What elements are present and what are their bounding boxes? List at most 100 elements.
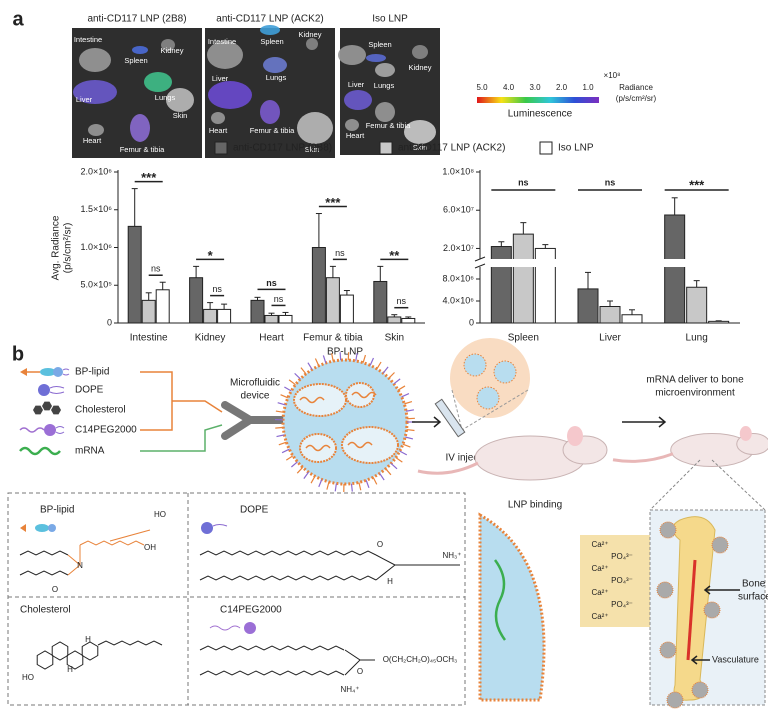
mrna [305, 444, 331, 452]
organ [344, 90, 372, 110]
lnp-small [656, 581, 674, 599]
organ [263, 57, 287, 73]
lnp-tail [399, 450, 408, 456]
image-title: anti-CD117 LNP (2B8) [87, 14, 186, 25]
ring [36, 650, 54, 670]
atom: HO [22, 673, 34, 682]
organ-label: Heart [346, 131, 365, 140]
zoom-line [649, 459, 766, 511]
bar [621, 314, 643, 324]
lnp-tail [280, 394, 289, 399]
atom: O [357, 667, 363, 676]
ring [51, 641, 69, 661]
icon [42, 401, 52, 411]
lnp-tail [307, 362, 313, 370]
arrow [412, 416, 442, 428]
ion: Ca²⁺ [591, 564, 608, 573]
organ [345, 119, 359, 131]
lnp-tail [284, 386, 292, 392]
mrna [299, 396, 325, 404]
lnp-tail [376, 361, 382, 370]
bar [577, 288, 599, 324]
lnp-tail [350, 483, 353, 492]
atom: NH₄⁺ [340, 685, 359, 694]
device-label: device [241, 391, 270, 402]
significance: ns [151, 264, 161, 274]
colorbar-unit: Radiance [619, 83, 653, 92]
lnp-tail [339, 352, 342, 361]
lnp-small [659, 641, 677, 659]
lnp-tail [310, 475, 316, 484]
lnp-tail [401, 392, 410, 398]
organ [375, 102, 395, 122]
icon [62, 368, 70, 376]
organ [375, 63, 395, 77]
bond [97, 640, 163, 646]
bar [217, 308, 232, 324]
lnp-membrane [478, 512, 546, 702]
mouse-tail [417, 461, 479, 475]
ion: Ca²⁺ [591, 612, 608, 621]
lnp-small [691, 681, 709, 699]
structure-box [7, 492, 466, 706]
organ [412, 45, 428, 59]
x-tick-label: Lung [686, 333, 708, 344]
arrow [622, 416, 667, 428]
organ [207, 41, 243, 69]
lnp-tail [326, 481, 330, 490]
lnp-tail [331, 353, 334, 362]
device [221, 401, 289, 440]
colorbar [477, 97, 599, 103]
y-tick-label: 1.0×10⁶ [81, 242, 113, 252]
organ-label: Skin [305, 145, 320, 154]
organ [404, 120, 436, 144]
bar [250, 299, 265, 324]
organ [306, 38, 318, 50]
lnp [281, 358, 409, 486]
icon [20, 368, 27, 376]
lnp-tail [334, 483, 337, 492]
lnp-tail [278, 441, 287, 446]
bar [373, 280, 388, 324]
lnp-tail [379, 473, 385, 481]
significance: ns [518, 177, 529, 187]
ion: Ca²⁺ [591, 540, 608, 549]
y-axis-label: (p/s/cm²/sr) [63, 223, 74, 274]
y-tick-label: 2.0×10⁶ [81, 166, 113, 176]
significance: ns [266, 278, 277, 288]
image-title: anti-CD117 LNP (ACK2) [216, 14, 323, 25]
organ-label: Intestine [208, 37, 236, 46]
atom: O [377, 540, 383, 549]
lnp-small [711, 536, 729, 554]
y-tick-label: 5.0×10⁵ [80, 280, 112, 290]
icon [35, 524, 49, 532]
y-tick-label: 0 [469, 317, 474, 327]
x-tick-label: Intestine [130, 333, 168, 344]
component-label: BP-lipid [75, 367, 109, 378]
legend-swatch [539, 141, 553, 155]
bar [686, 286, 708, 324]
significance: *** [689, 177, 705, 192]
legend-swatch [379, 141, 393, 155]
organ-label: Kidney [299, 30, 322, 39]
legend-swatch [214, 141, 228, 155]
y-axis-label: Avg. Radiance [51, 215, 62, 280]
x-tick-label: Liver [599, 333, 621, 344]
lnp-small [703, 601, 721, 619]
mouse-tail [612, 452, 674, 463]
organ-label: Femur & tibia [366, 121, 411, 130]
atom: N [77, 561, 83, 570]
y-tick-label: 1.0×10⁸ [442, 166, 474, 176]
bond [19, 550, 69, 556]
lnp-tail [300, 367, 307, 375]
bone-label: surface [738, 592, 768, 603]
bond [199, 670, 345, 676]
organ-label: Lungs [374, 81, 395, 90]
bar [599, 306, 621, 324]
atom: H [387, 577, 393, 586]
organ-label: Lungs [266, 73, 287, 82]
significance: * [208, 248, 214, 263]
ion: PO₄³⁻ [611, 576, 633, 585]
lnp-tail [397, 385, 406, 391]
icon [38, 384, 50, 396]
